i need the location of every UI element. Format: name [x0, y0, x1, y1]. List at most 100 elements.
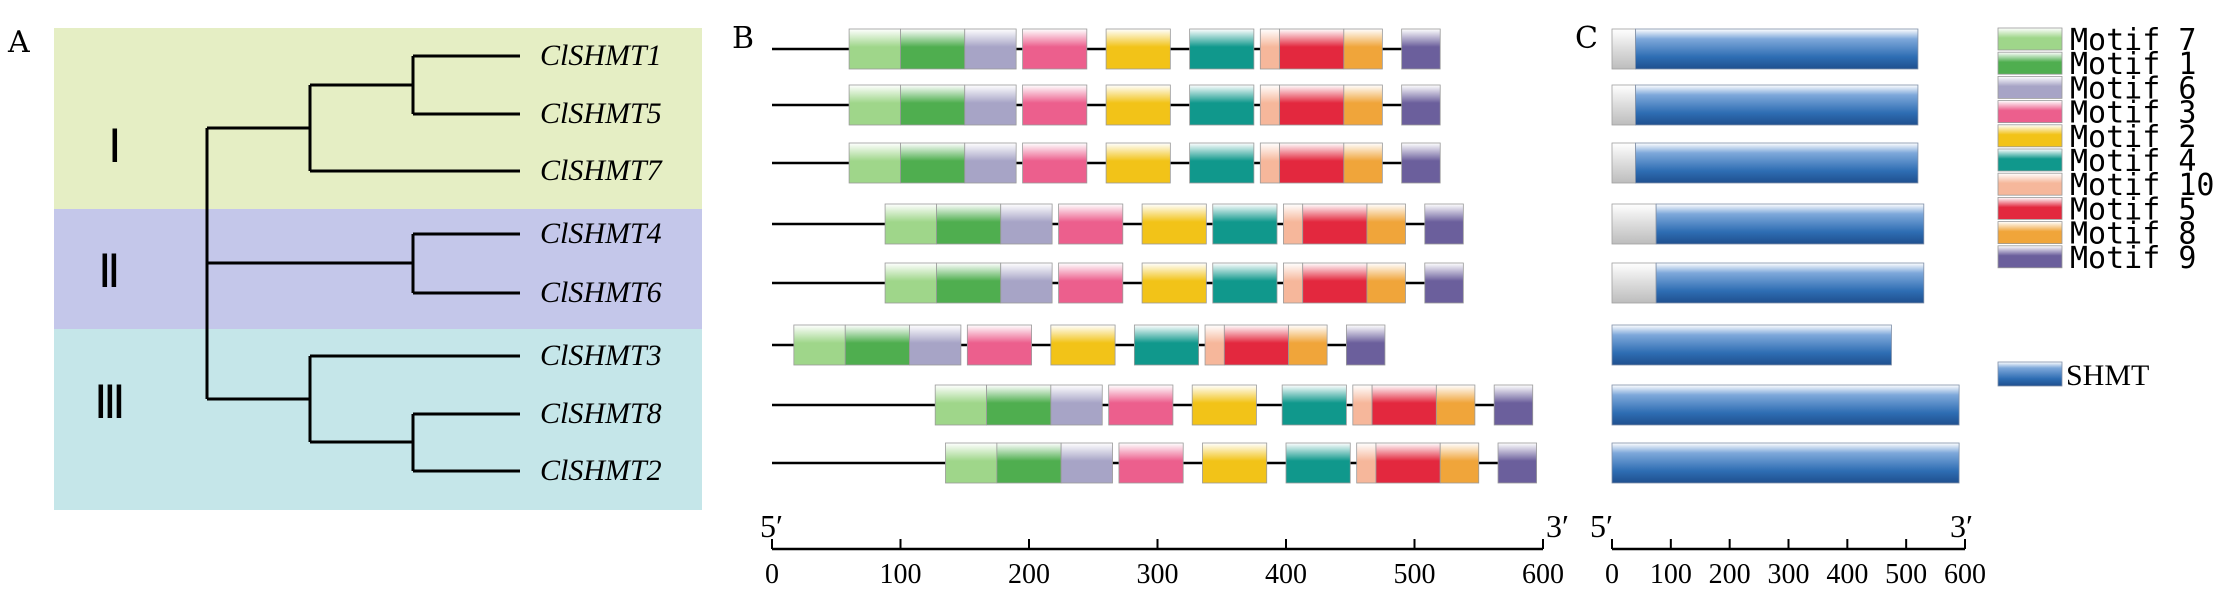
protein-row-clshmt2 — [772, 442, 1537, 484]
tick-label: 400 — [1265, 559, 1307, 590]
shmt-domain-box — [1635, 142, 1919, 184]
tree-trunk — [205, 126, 413, 401]
gene-label: ClSHMT2 — [540, 454, 662, 487]
domain-row-clshmt2 — [1611, 442, 1960, 484]
domain-row-clshmt8 — [1611, 384, 1960, 426]
motif-4-box — [1281, 384, 1347, 426]
motif-2-box — [1105, 142, 1171, 184]
legend-item: Motif 6 — [1997, 71, 2196, 106]
tick-label: 200 — [1008, 559, 1050, 590]
tick-label: 100 — [880, 559, 922, 590]
legend-item: Motif 3 — [1997, 96, 2196, 131]
legend-label: Motif 8 — [2070, 217, 2196, 252]
motif-7-box — [793, 324, 846, 366]
tick-label: 400 — [1826, 559, 1868, 590]
motif-2-box — [1105, 28, 1171, 70]
motif-diagrams — [772, 28, 1537, 484]
legend-item-shmt: SHMT — [1997, 359, 2149, 392]
phylogenetic-tree — [205, 54, 520, 473]
shmt-domain-box — [1655, 262, 1925, 304]
motif-8-box — [1288, 324, 1328, 366]
motif-4-box — [1133, 324, 1200, 366]
gene-labels: ClSHMT1 ClSHMT5 ClSHMT7 ClSHMT4 ClSHMT6 … — [540, 39, 664, 487]
panel-label-a: A — [7, 25, 30, 60]
domain-row-clshmt6 — [1611, 262, 1925, 304]
shmt-domain-box — [1635, 28, 1919, 70]
legend-swatch — [1997, 76, 2063, 99]
motif-2-box — [1141, 203, 1207, 245]
motif-7-box — [848, 142, 901, 184]
panel-a: A Ⅰ Ⅱ Ⅲ ClSHMT1 ClSHMT5 ClSHMT7 ClSHMT4 … — [7, 25, 702, 510]
motif-1-box — [900, 142, 966, 184]
protein-segment — [1611, 203, 1657, 245]
motif-2-box — [1141, 262, 1207, 304]
motif-1-box — [900, 84, 966, 126]
motif-7-box — [945, 442, 998, 484]
five-prime-label-c: 5′ — [1590, 508, 1613, 544]
motif-7-box — [884, 262, 937, 304]
legend-item: Motif 8 — [1997, 217, 2196, 252]
protein-segment — [1611, 84, 1636, 126]
motif-10-box — [1352, 384, 1373, 426]
gene-label: ClSHMT8 — [540, 397, 662, 430]
motif-6-box — [964, 84, 1017, 126]
motif-5-box — [1302, 203, 1368, 245]
motif-3-box — [1022, 28, 1088, 70]
five-prime-label-b: 5′ — [760, 508, 783, 544]
legend-item: Motif 2 — [1997, 120, 2196, 155]
motif-3-box — [1058, 262, 1124, 304]
legend-item: Motif 1 — [1997, 47, 2196, 82]
legend-item: Motif 5 — [1997, 192, 2196, 227]
motif-10-box — [1283, 262, 1304, 304]
motif-2-box — [1202, 442, 1268, 484]
legend-item: Motif 9 — [1997, 241, 2196, 276]
motif-10-box — [1259, 142, 1280, 184]
motif-4-box — [1212, 262, 1278, 304]
gene-label: ClSHMT7 — [540, 154, 664, 187]
motif-5-box — [1279, 28, 1345, 70]
motif-7-box — [848, 28, 901, 70]
legend-item: Motif 7 — [1997, 23, 2196, 58]
legend-item: Motif 4 — [1997, 144, 2196, 179]
legend-item: Motif 10 — [1997, 168, 2215, 203]
legend-swatch — [1997, 148, 2063, 172]
motif-2-box — [1105, 84, 1171, 126]
protein-row-clshmt8 — [772, 384, 1534, 426]
shmt-domain-box — [1611, 384, 1960, 426]
legend-label: SHMT — [2066, 359, 2149, 392]
legend-label: Motif 10 — [2070, 168, 2215, 203]
domain-row-clshmt7 — [1611, 142, 1919, 184]
protein-row-clshmt6 — [772, 262, 1464, 304]
motif-8-box — [1343, 28, 1383, 70]
motif-8-box — [1439, 442, 1480, 484]
panel-c: C 0 100 200 300 400 500 600 5′ 3′ — [1575, 21, 1986, 590]
gene-label: ClSHMT5 — [540, 97, 662, 130]
motif-1-box — [936, 203, 1002, 245]
motif-6-box — [964, 142, 1017, 184]
panel-label-b: B — [732, 21, 754, 56]
motif-4-box — [1189, 142, 1255, 184]
motif-5-box — [1279, 84, 1345, 126]
motif-3-box — [1022, 142, 1088, 184]
gene-label: ClSHMT4 — [540, 217, 662, 250]
shmt-domain-box — [1635, 84, 1919, 126]
motif-3-box — [1022, 84, 1088, 126]
shmt-domain-box — [1655, 203, 1925, 245]
legend-label: Motif 9 — [2070, 241, 2196, 276]
group-band-2 — [54, 209, 702, 329]
motif-1-box — [900, 28, 966, 70]
domain-row-clshmt3 — [1611, 324, 1892, 366]
motif-4-box — [1285, 442, 1351, 484]
motif-1-box — [844, 324, 910, 366]
motif-9-box — [1401, 28, 1441, 70]
shmt-domain-box — [1611, 442, 1960, 484]
motif-8-box — [1366, 262, 1406, 304]
legend-swatch — [1997, 51, 2063, 75]
motif-5-box — [1371, 384, 1437, 426]
legend-label: Motif 7 — [2070, 23, 2196, 58]
legend-swatch — [1997, 172, 2063, 196]
motif-2-box — [1191, 384, 1257, 426]
motif-4-box — [1189, 84, 1255, 126]
legend-label: Motif 1 — [2070, 47, 2196, 82]
